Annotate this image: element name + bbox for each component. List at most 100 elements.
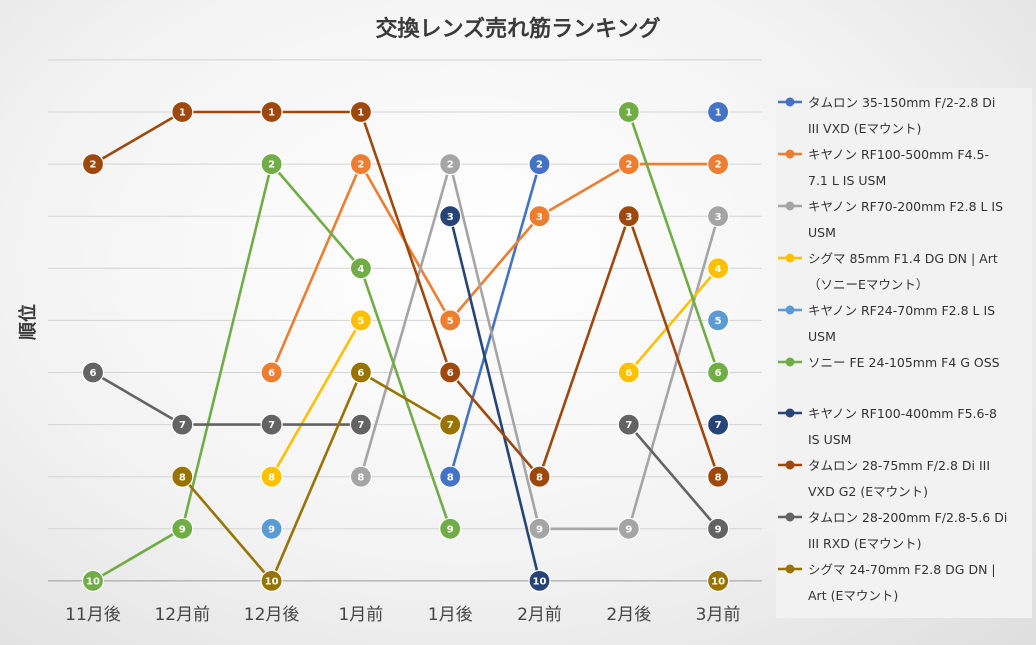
data-point: [349, 309, 372, 332]
data-label: 8: [715, 472, 722, 483]
data-point: [617, 413, 640, 436]
data-label: 3: [536, 212, 543, 223]
data-point: [439, 413, 462, 436]
series-line-segment: [448, 162, 541, 479]
legend-label: ソニー FE 24-105mm F4 G OSS: [808, 355, 1000, 370]
data-label: 9: [536, 524, 543, 535]
data-point: [349, 100, 372, 124]
data-point: [260, 569, 283, 593]
data-label: 2: [625, 160, 632, 171]
series-line-segment: [448, 162, 541, 531]
data-point: [528, 569, 551, 593]
data-point: [81, 361, 105, 384]
legend-item: キヤノン RF24-70mm F2.8 L IS USM: [778, 303, 995, 344]
data-point: [439, 465, 462, 488]
data-label: 7: [447, 420, 454, 431]
data-point: [349, 153, 372, 176]
data-point: [171, 517, 194, 540]
legend-label: III RXD (Eマウント): [808, 536, 922, 551]
legend-swatch-marker: [785, 201, 795, 211]
data-point: [260, 413, 283, 436]
legend-swatch-marker: [785, 357, 795, 367]
data-label: 4: [715, 264, 722, 275]
x-tick-label: 12月前: [154, 605, 210, 625]
series-markers: 3 10 7: [439, 205, 730, 593]
legend-item: タムロン 28-75mm F/2.8 Di III VXD G2 (Eマウント): [778, 458, 990, 499]
data-point: [706, 309, 730, 332]
data-point: [349, 465, 372, 488]
data-point: [260, 100, 283, 124]
data-label: 1: [715, 108, 722, 119]
legend-item: シグマ 85mm F1.4 DG DN | Art （ソニーEマウント）: [778, 251, 998, 292]
series-group: [91, 110, 720, 583]
series-group: [448, 214, 541, 583]
legend-item: タムロン 35-150mm F/2-2.8 Di III VXD (Eマウント): [778, 95, 995, 136]
x-tick-label: 11月後: [65, 605, 121, 625]
data-label: 1: [179, 108, 186, 119]
data-label: 3: [715, 212, 722, 223]
data-point: [171, 413, 194, 436]
x-tick-label: 12月後: [244, 605, 300, 625]
series-line-segment: [627, 423, 720, 531]
data-point: [528, 205, 551, 228]
data-point: [617, 153, 640, 176]
x-tick-label: 1月後: [428, 605, 473, 625]
series-line-segment: [627, 214, 720, 531]
data-label: 2: [90, 160, 97, 171]
data-label: 3: [625, 212, 632, 223]
data-label: 2: [268, 160, 275, 171]
data-point: [528, 465, 551, 488]
legend-label: シグマ 24-70mm F2.8 DG DN |: [808, 562, 996, 577]
x-tick-label: 2月後: [606, 605, 651, 625]
legend-item: キヤノン RF100-500mm F4.5- 7.1 L IS USM: [778, 147, 989, 188]
data-point: [349, 413, 372, 436]
series-markers: 6 7 7 7 7 9: [81, 361, 730, 540]
data-point: [439, 205, 462, 228]
data-point: [617, 100, 640, 124]
data-label: 9: [268, 524, 275, 535]
data-point: [706, 517, 730, 540]
series-line-segment: [627, 266, 720, 374]
legend-label: Art (Eマウント): [808, 588, 898, 603]
x-axis-ticks: 11月後 12月前 12月後 1月前 1月後 2月前 2月後 3月前: [65, 605, 740, 625]
legend-label: キヤノン RF100-400mm F5.6-8: [808, 406, 997, 421]
data-label: 2: [536, 160, 543, 171]
series-group: [448, 162, 541, 479]
legend-label: USM: [808, 329, 836, 344]
series-line-segment: [181, 475, 273, 583]
data-label: 10: [711, 577, 725, 588]
series-line-segment: [627, 214, 720, 479]
data-label: 9: [179, 524, 186, 535]
series-line-segment: [538, 162, 631, 218]
series-markers: 95: [260, 309, 730, 540]
data-label: 7: [715, 420, 722, 431]
legend-item: シグマ 24-70mm F2.8 DG DN | Art (Eマウント): [778, 562, 996, 603]
data-point: [349, 257, 372, 280]
data-point: [260, 465, 283, 488]
series-line-segment: [627, 110, 720, 374]
data-label: 9: [715, 524, 722, 535]
data-label: 5: [715, 316, 722, 327]
data-point: [260, 153, 283, 176]
series-markers: 6 2 5 3 2 2: [260, 153, 730, 384]
data-label: 6: [90, 368, 97, 379]
legend-swatch-marker: [785, 408, 795, 418]
data-point: [617, 517, 640, 540]
series-markers: 2 1 1 1 6 8 3 8: [81, 100, 730, 488]
data-point: [439, 309, 462, 332]
data-point: [260, 517, 283, 540]
chart-title: 交換レンズ売れ筋ランキング: [376, 16, 661, 42]
series-line-segment: [448, 371, 541, 479]
data-point: [706, 465, 730, 488]
gridlines: [48, 59, 762, 582]
series-line-segment: [91, 371, 184, 426]
data-label: 8: [536, 472, 543, 483]
data-point: [260, 361, 283, 384]
legend-label: シグマ 85mm F1.4 DG DN | Art: [808, 251, 998, 266]
series-group: [181, 371, 452, 583]
data-label: 7: [268, 420, 275, 431]
legend-swatch-marker: [785, 512, 795, 522]
series-line-segment: [91, 527, 184, 583]
series-line-segment: [270, 319, 363, 479]
